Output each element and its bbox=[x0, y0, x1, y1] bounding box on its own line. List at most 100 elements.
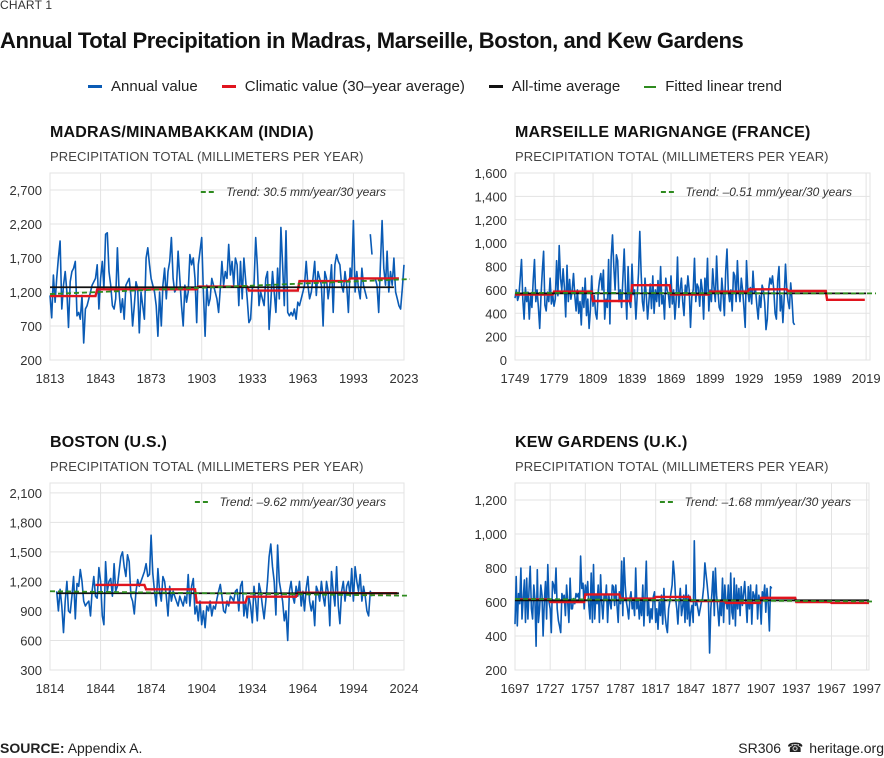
x-tick-label: 1959 bbox=[774, 371, 803, 386]
x-tick-label: 1967 bbox=[817, 681, 846, 696]
legend-item-climatic: Climatic value (30–year average) bbox=[221, 78, 465, 95]
y-tick-label: 300 bbox=[20, 663, 42, 678]
trend-annotation: Trend: –0.51 mm/year/30 years bbox=[685, 185, 852, 199]
y-tick-label: 1,200 bbox=[9, 285, 42, 300]
x-tick-label: 1787 bbox=[606, 681, 635, 696]
fitted-trend-line bbox=[514, 598, 876, 603]
climatic-value-line bbox=[515, 284, 865, 303]
x-tick-label: 1963 bbox=[288, 371, 317, 386]
y-tick-label: 1,000 bbox=[474, 236, 507, 251]
x-tick-label: 1903 bbox=[187, 371, 216, 386]
source-note: SOURCE: Appendix A. bbox=[0, 740, 142, 756]
legend-item-alltime: All-time average bbox=[488, 78, 621, 95]
trend-annotation: Trend: –9.62 mm/year/30 years bbox=[219, 495, 386, 509]
x-tick-label: 1813 bbox=[36, 371, 65, 386]
x-tick-label: 1814 bbox=[36, 681, 65, 696]
annual-value-line bbox=[55, 534, 373, 642]
annual-value-line bbox=[514, 230, 796, 331]
y-tick-label: 1,000 bbox=[474, 527, 507, 542]
x-tick-label: 1727 bbox=[536, 681, 565, 696]
x-tick-label: 1843 bbox=[86, 371, 115, 386]
x-tick-label: 1937 bbox=[782, 681, 811, 696]
x-tick-label: 1779 bbox=[540, 371, 569, 386]
legend-label: All-time average bbox=[511, 78, 621, 95]
source-text: Appendix A. bbox=[67, 740, 143, 756]
legend: Annual value Climatic value (30–year ave… bbox=[88, 78, 806, 95]
legend-label: Annual value bbox=[111, 78, 198, 95]
x-tick-label: 1933 bbox=[238, 371, 267, 386]
trend-annotation: Trend: –1.68 mm/year/30 years bbox=[684, 495, 851, 509]
y-tick-label: 400 bbox=[485, 306, 507, 321]
y-tick-label: 2,100 bbox=[9, 486, 42, 501]
y-tick-label: 1,400 bbox=[474, 189, 507, 204]
y-tick-label: 600 bbox=[20, 633, 42, 648]
y-tick-label: 900 bbox=[20, 604, 42, 619]
y-tick-label: 1,600 bbox=[474, 166, 507, 181]
x-tick-label: 2024 bbox=[390, 681, 419, 696]
panel-title-kew: KEW GARDENS (U.K.) bbox=[515, 434, 688, 451]
x-tick-label: 1993 bbox=[339, 371, 368, 386]
y-tick-label: 1,200 bbox=[9, 574, 42, 589]
x-tick-label: 1697 bbox=[501, 681, 530, 696]
y-tick-label: 200 bbox=[485, 663, 507, 678]
annual-value-line bbox=[49, 219, 405, 344]
report-id: SR306 bbox=[738, 740, 782, 756]
legend-label: Fitted linear trend bbox=[665, 78, 782, 95]
annual-value-line bbox=[514, 540, 773, 654]
panel-boston: 300 600 900 1,200 1,500 1,800 2,100 1814 1844 187… bbox=[9, 482, 419, 696]
x-tick-label: 1817 bbox=[641, 681, 670, 696]
y-tick-label: 1,700 bbox=[9, 251, 42, 266]
y-tick-label: 400 bbox=[485, 629, 507, 644]
legend-swatch-climatic bbox=[221, 85, 236, 88]
x-tick-label: 1874 bbox=[137, 681, 166, 696]
panel-subtitle-kew: PRECIPITATION TOTAL (MILLIMETERS PER YEA… bbox=[515, 459, 829, 474]
chart-number-label: CHART 1 bbox=[0, 0, 53, 12]
panel-kew: 200 400 600 800 1,000 1,200 1697 1727 1757 1787 18… bbox=[474, 482, 881, 696]
x-tick-label: 1929 bbox=[735, 371, 764, 386]
y-tick-label: 1,800 bbox=[9, 515, 42, 530]
x-tick-label: 1869 bbox=[657, 371, 686, 386]
fitted-trend-line bbox=[49, 590, 411, 597]
y-tick-label: 2,200 bbox=[9, 217, 42, 232]
x-tick-label: 1809 bbox=[579, 371, 608, 386]
legend-swatch-alltime bbox=[488, 85, 503, 88]
legend-item-annual: Annual value bbox=[88, 78, 198, 95]
x-tick-label: 1877 bbox=[712, 681, 741, 696]
plot-frame bbox=[514, 482, 870, 671]
fitted-trend-line bbox=[514, 291, 877, 295]
x-tick-label: 1934 bbox=[238, 681, 267, 696]
y-tick-label: 200 bbox=[20, 353, 42, 368]
legend-label: Climatic value (30–year average) bbox=[244, 78, 465, 95]
legend-item-trend: Fitted linear trend bbox=[644, 78, 782, 95]
x-tick-label: 1904 bbox=[187, 681, 216, 696]
x-tick-label: 1989 bbox=[813, 371, 842, 386]
y-tick-label: 700 bbox=[20, 319, 42, 334]
x-tick-label: 1873 bbox=[137, 371, 166, 386]
climatic-value-line bbox=[50, 277, 399, 298]
panel-marseille: 0 200 400 600 800 1,000 1,200 1,400 1,600 1749 177… bbox=[474, 166, 880, 386]
footer-branding: SR306 ☎ heritage.org bbox=[738, 740, 884, 756]
x-tick-label: 1907 bbox=[747, 681, 776, 696]
legend-swatch-annual bbox=[88, 85, 102, 88]
legend-swatch-trend bbox=[644, 85, 657, 88]
trend-annotation: Trend: 30.5 mm/year/30 years bbox=[226, 185, 386, 199]
y-tick-label: 600 bbox=[485, 283, 507, 298]
y-tick-label: 1,500 bbox=[9, 545, 42, 560]
y-tick-label: 2,700 bbox=[9, 183, 42, 198]
panel-title-madras: MADRAS/MINAMBAKKAM (INDIA) bbox=[50, 124, 314, 141]
x-tick-label: 1839 bbox=[618, 371, 647, 386]
panel-subtitle-boston: PRECIPITATION TOTAL (MILLIMETERS PER YEA… bbox=[50, 459, 364, 474]
y-tick-label: 1,200 bbox=[474, 493, 507, 508]
y-tick-label: 200 bbox=[485, 330, 507, 345]
x-tick-label: 2019 bbox=[852, 371, 881, 386]
panel-title-marseille: MARSEILLE MARIGNANGE (FRANCE) bbox=[515, 124, 811, 141]
y-tick-label: 800 bbox=[485, 260, 507, 275]
x-tick-label: 1757 bbox=[571, 681, 600, 696]
site-link[interactable]: heritage.org bbox=[809, 740, 884, 756]
x-tick-label: 1994 bbox=[339, 681, 368, 696]
panel-subtitle-madras: PRECIPITATION TOTAL (MILLIMETERS PER YEA… bbox=[50, 149, 364, 164]
source-label: SOURCE: bbox=[0, 740, 65, 756]
y-tick-label: 1,200 bbox=[474, 213, 507, 228]
x-tick-label: 1964 bbox=[288, 681, 317, 696]
